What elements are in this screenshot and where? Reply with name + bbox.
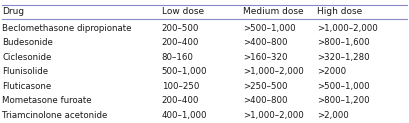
Text: >400–800: >400–800 bbox=[243, 96, 288, 105]
Text: Low dose: Low dose bbox=[162, 8, 204, 16]
Text: Ciclesonide: Ciclesonide bbox=[2, 53, 52, 62]
Text: >160–320: >160–320 bbox=[243, 53, 288, 62]
Text: 400–1,000: 400–1,000 bbox=[162, 111, 207, 120]
Text: >500–1,000: >500–1,000 bbox=[243, 24, 296, 33]
Text: >320–1,280: >320–1,280 bbox=[317, 53, 370, 62]
Text: Mometasone furoate: Mometasone furoate bbox=[2, 96, 92, 105]
Text: >800–1,600: >800–1,600 bbox=[317, 38, 370, 47]
Text: >2,000: >2,000 bbox=[317, 111, 349, 120]
Text: High dose: High dose bbox=[317, 8, 362, 16]
Text: 200–500: 200–500 bbox=[162, 24, 199, 33]
Text: Budesonide: Budesonide bbox=[2, 38, 53, 47]
Text: Medium dose: Medium dose bbox=[243, 8, 304, 16]
Text: >800–1,200: >800–1,200 bbox=[317, 96, 370, 105]
Text: 200–400: 200–400 bbox=[162, 38, 199, 47]
Text: Flunisolide: Flunisolide bbox=[2, 67, 48, 76]
Text: >500–1,000: >500–1,000 bbox=[317, 82, 370, 91]
Text: 500–1,000: 500–1,000 bbox=[162, 67, 207, 76]
Text: >1,000–2,000: >1,000–2,000 bbox=[243, 111, 304, 120]
Text: 200–400: 200–400 bbox=[162, 96, 199, 105]
Text: >400–800: >400–800 bbox=[243, 38, 288, 47]
Text: >1,000–2,000: >1,000–2,000 bbox=[243, 67, 304, 76]
Text: >250–500: >250–500 bbox=[243, 82, 288, 91]
Text: Drug: Drug bbox=[2, 8, 24, 16]
Text: >1,000–2,000: >1,000–2,000 bbox=[317, 24, 378, 33]
Text: 100–250: 100–250 bbox=[162, 82, 199, 91]
Text: Fluticasone: Fluticasone bbox=[2, 82, 51, 91]
Text: Beclomethasone dipropionate: Beclomethasone dipropionate bbox=[2, 24, 132, 33]
Text: 80–160: 80–160 bbox=[162, 53, 193, 62]
Text: >2000: >2000 bbox=[317, 67, 346, 76]
Text: Triamcinolone acetonide: Triamcinolone acetonide bbox=[2, 111, 108, 120]
